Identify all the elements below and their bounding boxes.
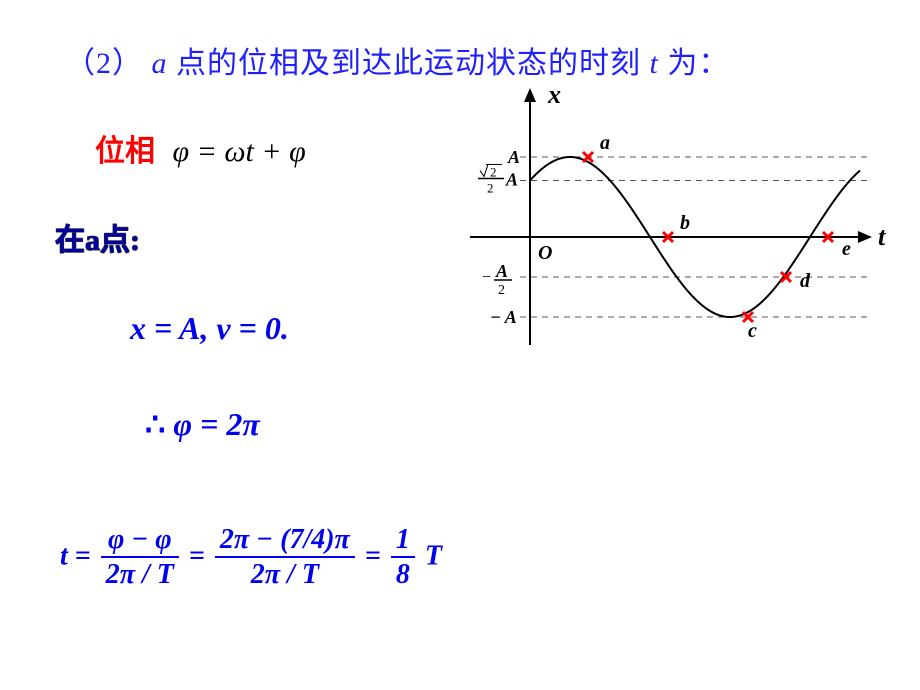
equation-t: t = φ − φ 2π / T = 2π − (7/4)π 2π / T = … — [60, 525, 442, 591]
title-t: t — [650, 47, 659, 80]
t-equals: t = — [60, 541, 98, 572]
svg-text:− A: − A — [490, 307, 517, 327]
svg-text:e: e — [842, 238, 851, 260]
frac-2: 2π − (7/4)π 2π / T — [215, 525, 355, 591]
svg-text:O: O — [538, 242, 552, 264]
at-a-label: 在a点: — [55, 215, 140, 259]
oscillation-diagram: xtOA22A−A2− Aabcde — [460, 85, 900, 455]
svg-text:c: c — [748, 320, 757, 342]
title-text2: 点的位相及到达此运动状态的时刻 — [176, 47, 641, 80]
svg-text:t: t — [878, 222, 886, 251]
equation-phi: ∴ φ = 2π — [145, 405, 260, 443]
svg-text:A: A — [507, 147, 520, 167]
phase-label: 位相 — [95, 135, 155, 168]
frac-3: 1 8 — [391, 525, 415, 591]
phase-line: 位相 φ = ωt + φ — [95, 126, 306, 170]
eq-mid2: = — [365, 541, 388, 572]
svg-text:2: 2 — [490, 164, 497, 179]
svg-text:2: 2 — [487, 180, 494, 195]
T-final: T — [425, 541, 442, 572]
svg-text:A: A — [495, 261, 508, 281]
title-prefix: （2） — [65, 47, 143, 80]
svg-text:x: x — [547, 80, 561, 109]
equation-xv: x = A, v = 0. — [130, 310, 289, 347]
svg-text:A: A — [505, 169, 518, 189]
svg-text:−: − — [482, 269, 491, 286]
svg-text:a: a — [600, 132, 610, 154]
svg-text:2: 2 — [498, 283, 505, 298]
phase-equation: φ = ωt + φ — [173, 135, 306, 168]
phi-eq-text: φ = 2π — [173, 406, 259, 442]
frac-1: φ − φ 2π / T — [101, 525, 179, 591]
svg-text:b: b — [680, 212, 690, 234]
question-title: （2） a 点的位相及到达此运动状态的时刻 t 为： — [65, 38, 729, 82]
title-text4: 为： — [667, 47, 729, 80]
eq-mid1: = — [189, 541, 212, 572]
therefore-symbol: ∴ — [145, 406, 173, 442]
svg-text:d: d — [800, 270, 811, 292]
title-a: a — [152, 47, 168, 80]
